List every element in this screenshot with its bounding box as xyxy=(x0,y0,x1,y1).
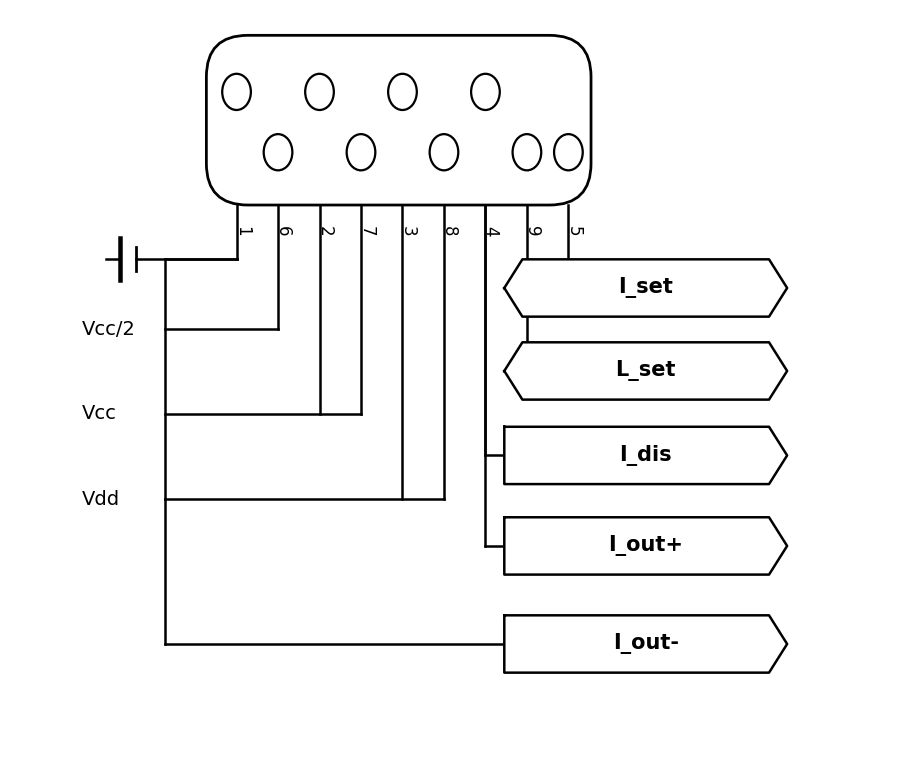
Text: Vcc: Vcc xyxy=(82,404,116,423)
Polygon shape xyxy=(503,342,787,400)
Text: 3: 3 xyxy=(399,226,417,237)
Polygon shape xyxy=(503,260,787,316)
Text: 7: 7 xyxy=(357,226,375,237)
Ellipse shape xyxy=(554,134,582,170)
Polygon shape xyxy=(503,517,787,575)
Polygon shape xyxy=(503,427,787,484)
Polygon shape xyxy=(503,615,787,673)
Text: 4: 4 xyxy=(481,226,499,237)
Text: 2: 2 xyxy=(316,226,334,237)
Ellipse shape xyxy=(512,134,540,170)
Text: 8: 8 xyxy=(440,226,457,237)
Text: 1: 1 xyxy=(233,226,251,237)
Text: Vcc/2: Vcc/2 xyxy=(82,320,135,339)
Ellipse shape xyxy=(346,134,375,170)
FancyBboxPatch shape xyxy=(207,36,591,205)
Text: 9: 9 xyxy=(522,226,540,237)
Text: I_out+: I_out+ xyxy=(608,535,683,556)
Ellipse shape xyxy=(263,134,292,170)
Ellipse shape xyxy=(388,73,417,110)
Ellipse shape xyxy=(429,134,458,170)
Text: L_set: L_set xyxy=(615,360,676,382)
Text: I_out-: I_out- xyxy=(612,634,678,655)
Text: 6: 6 xyxy=(274,226,292,237)
Ellipse shape xyxy=(305,73,334,110)
Text: I_set: I_set xyxy=(618,278,672,298)
Ellipse shape xyxy=(471,73,499,110)
Text: Vdd: Vdd xyxy=(82,490,120,509)
Text: I_dis: I_dis xyxy=(619,445,671,466)
Text: 5: 5 xyxy=(564,226,582,237)
Ellipse shape xyxy=(222,73,251,110)
